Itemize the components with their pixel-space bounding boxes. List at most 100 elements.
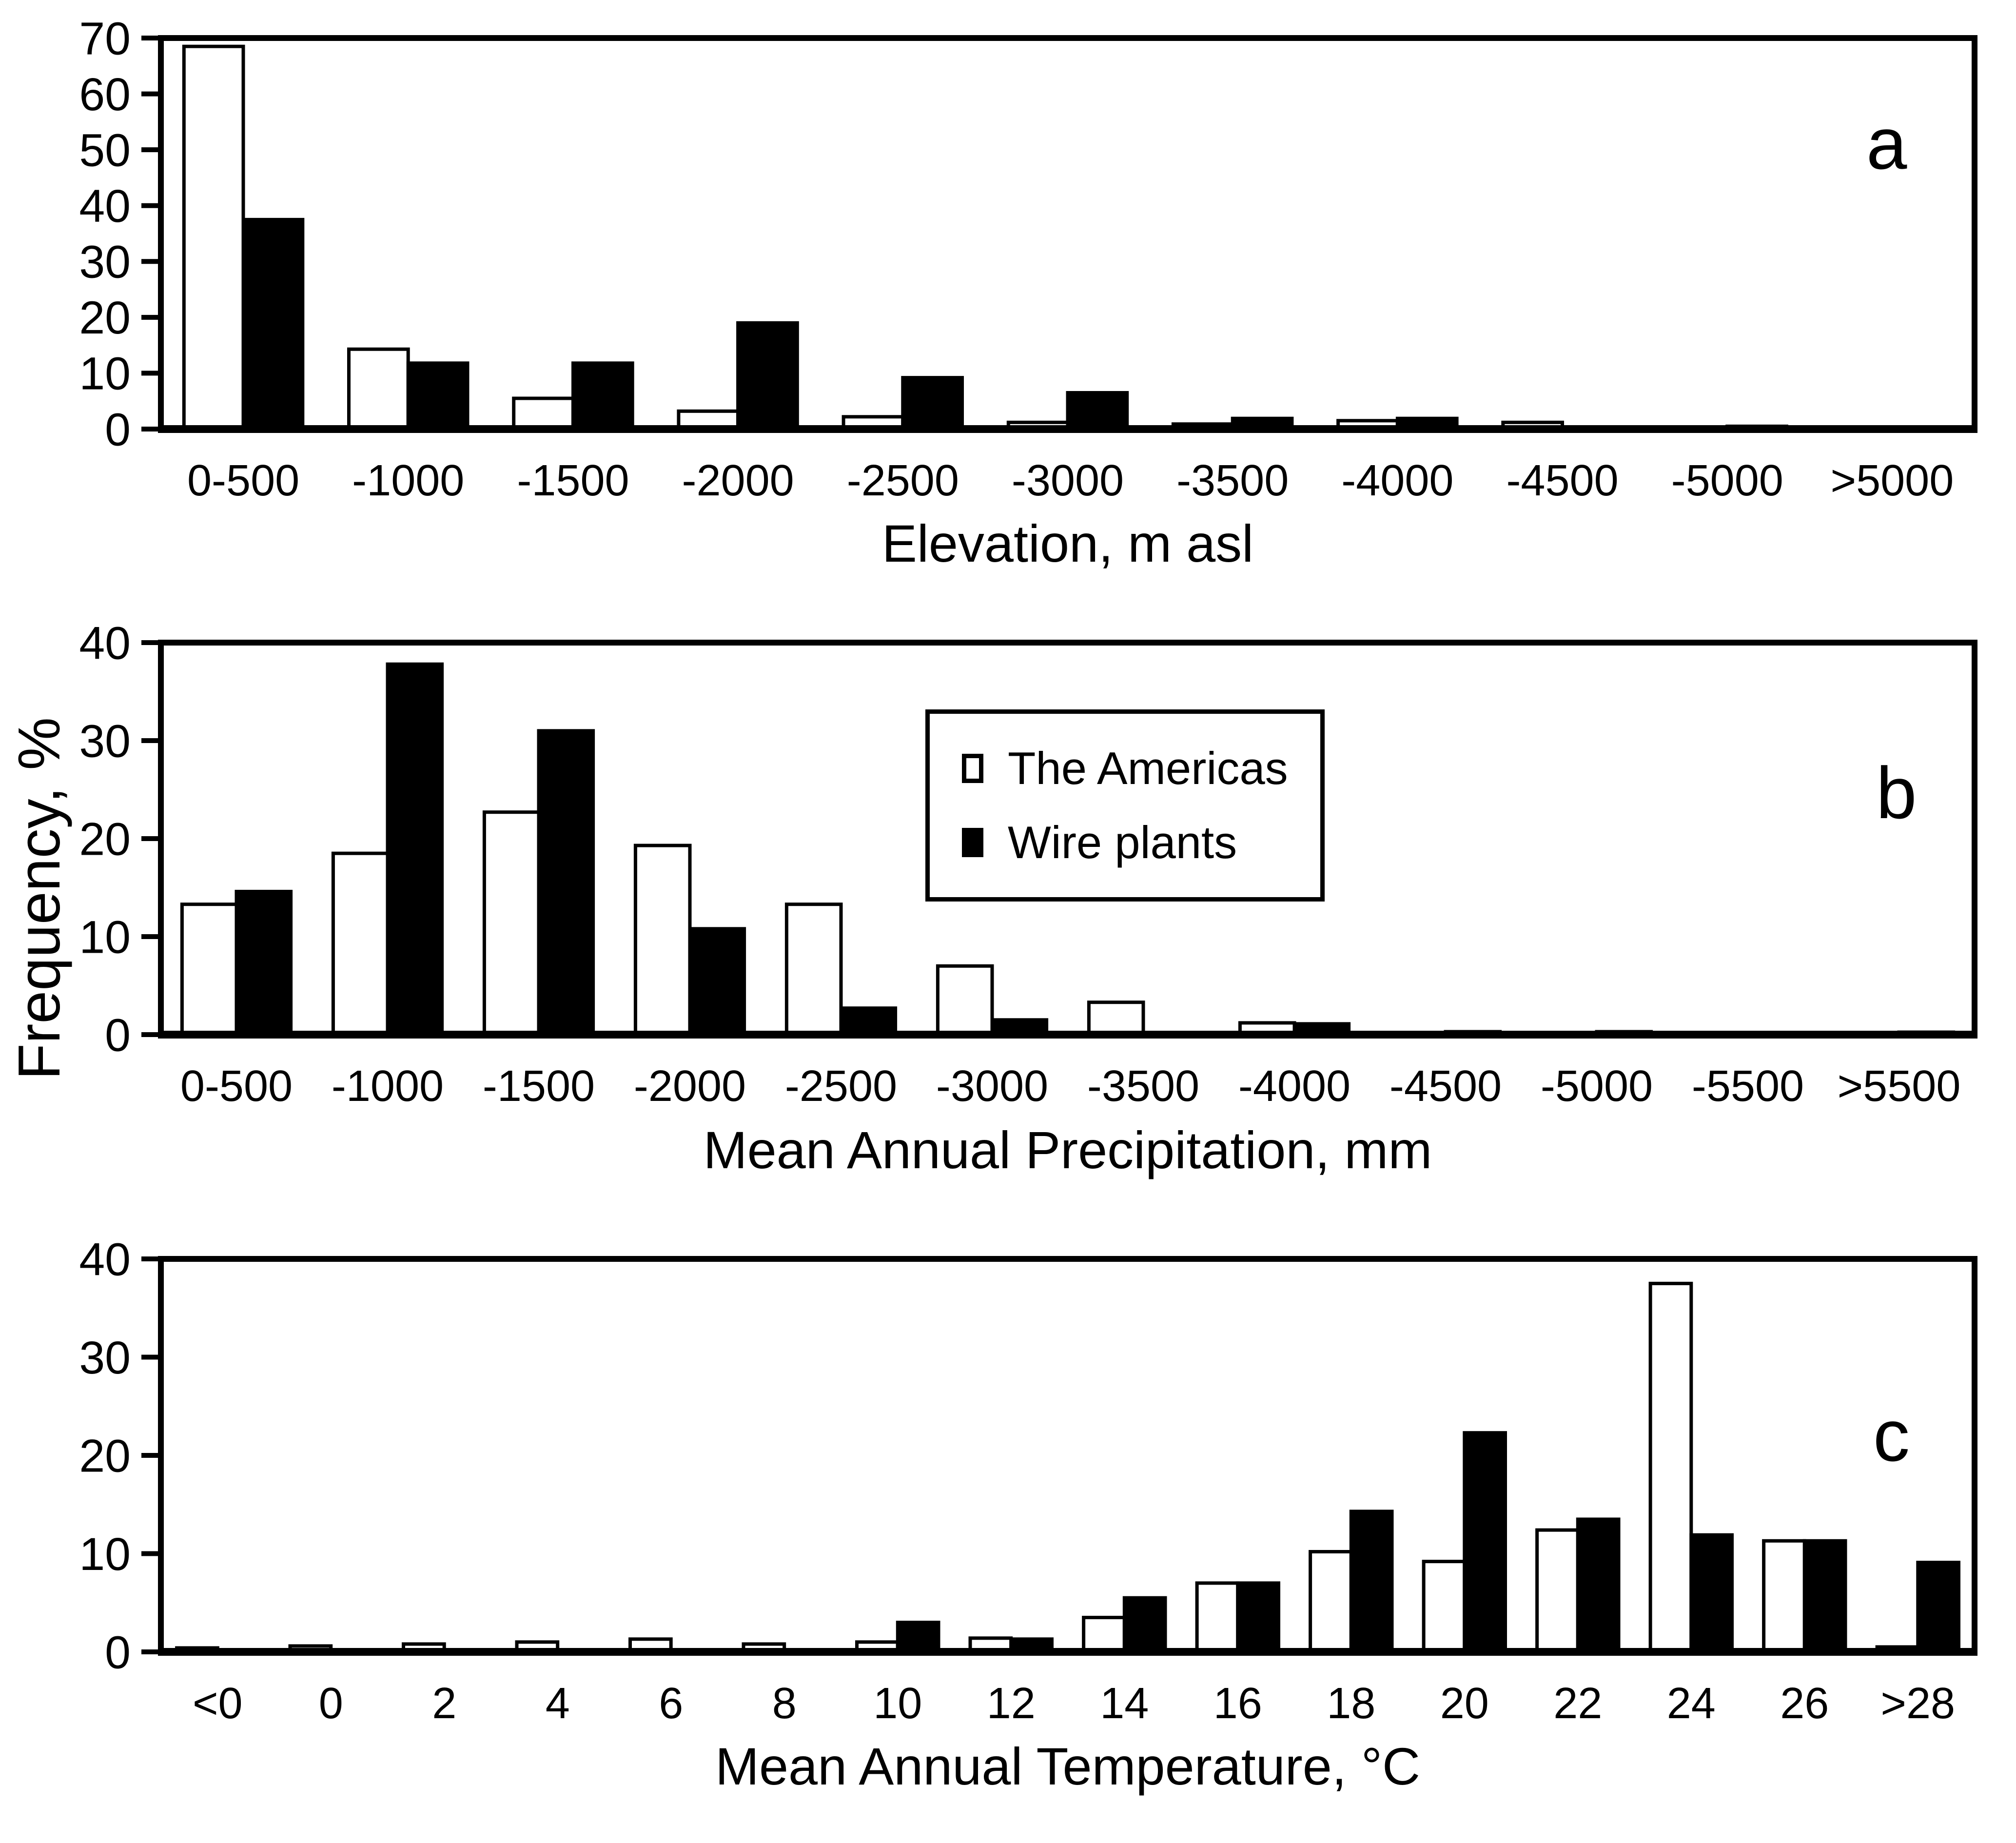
x-category-label: >5500 bbox=[1838, 1062, 1961, 1111]
bars bbox=[175, 1281, 1961, 1654]
bar bbox=[386, 662, 444, 1037]
bar bbox=[482, 810, 541, 1037]
legend-label-wire-plants: Wire plants bbox=[1008, 817, 1237, 868]
bar bbox=[331, 851, 390, 1037]
bar bbox=[1349, 1510, 1394, 1654]
bar bbox=[1195, 1581, 1240, 1654]
x-category-label: 0-500 bbox=[180, 1062, 293, 1111]
bar bbox=[784, 902, 843, 1037]
y-tick-label: 50 bbox=[79, 124, 131, 176]
x-category-label: >5000 bbox=[1831, 456, 1954, 505]
bar bbox=[347, 347, 410, 431]
bars bbox=[182, 44, 1954, 431]
bar bbox=[1066, 391, 1129, 431]
y-tick-label: 70 bbox=[79, 13, 131, 64]
legend-row-americas: The Americas bbox=[962, 742, 1288, 795]
panel-letter-b: b bbox=[1876, 752, 1917, 834]
x-axis-title-precipitation: Mean Annual Precipitation, mm bbox=[703, 1120, 1432, 1179]
x-category-label: 4 bbox=[546, 1679, 570, 1728]
y-tick-label: 40 bbox=[79, 1234, 131, 1285]
y-tick-label: 20 bbox=[79, 813, 131, 865]
bar bbox=[688, 927, 746, 1037]
bar bbox=[1648, 1281, 1693, 1654]
white-square-icon bbox=[962, 754, 983, 783]
x-category-label: -5000 bbox=[1671, 456, 1783, 505]
x-category-label: <0 bbox=[193, 1679, 243, 1728]
x-category-label: -3000 bbox=[936, 1062, 1048, 1111]
x-category-label: 12 bbox=[987, 1679, 1036, 1728]
x-category-label: 0-500 bbox=[187, 456, 299, 505]
x-category-label: -2500 bbox=[785, 1062, 897, 1111]
bars bbox=[180, 662, 1956, 1037]
x-category-label: 24 bbox=[1667, 1679, 1716, 1728]
panel-letter-a: a bbox=[1866, 102, 1907, 184]
y-axis-title: Frequency, % bbox=[6, 717, 72, 1080]
x-category-label: 0 bbox=[319, 1679, 343, 1728]
black-square-icon bbox=[962, 828, 983, 857]
bar bbox=[1422, 1560, 1467, 1654]
bar bbox=[633, 843, 692, 1037]
y-tick-label: 20 bbox=[79, 1430, 131, 1482]
x-category-label: -1000 bbox=[332, 1062, 444, 1111]
bar bbox=[1802, 1539, 1847, 1654]
bar bbox=[571, 361, 634, 431]
bar bbox=[241, 217, 305, 431]
bar bbox=[182, 44, 245, 431]
bar bbox=[1122, 1596, 1167, 1654]
y-tick-label: 40 bbox=[79, 617, 131, 669]
x-category-label: >28 bbox=[1880, 1679, 1955, 1728]
x-category-label: -1000 bbox=[352, 456, 464, 505]
y-tick-label: 10 bbox=[79, 1529, 131, 1580]
y-tick-label: 60 bbox=[79, 69, 131, 120]
x-category-label: -3000 bbox=[1012, 456, 1124, 505]
x-axis: 0-500 -1000 -1500 -2000 -2500 -3000 -3500 -4000… bbox=[180, 1062, 1960, 1111]
bar bbox=[180, 902, 238, 1037]
y-tick-label: 20 bbox=[79, 292, 131, 344]
legend-box: The Americas Wire plants bbox=[925, 709, 1325, 902]
x-category-label: -5000 bbox=[1541, 1062, 1653, 1111]
x-category-label: -4500 bbox=[1390, 1062, 1502, 1111]
bar bbox=[896, 1621, 940, 1654]
x-category-label: 18 bbox=[1327, 1679, 1375, 1728]
x-category-label: 16 bbox=[1214, 1679, 1262, 1728]
bar bbox=[1463, 1431, 1507, 1654]
panel-letter-c: c bbox=[1873, 1394, 1910, 1476]
x-category-label: -1500 bbox=[483, 1062, 595, 1111]
x-category-label: -3500 bbox=[1176, 456, 1289, 505]
x-category-label: -2500 bbox=[847, 456, 959, 505]
y-tick-label: 30 bbox=[79, 1332, 131, 1384]
bar bbox=[839, 1006, 898, 1037]
x-category-label: 8 bbox=[772, 1679, 797, 1728]
bar bbox=[1689, 1533, 1734, 1654]
y-tick-label: 40 bbox=[79, 180, 131, 232]
x-axis-title-elevation: Elevation, m asl bbox=[881, 514, 1254, 573]
x-category-label: 20 bbox=[1440, 1679, 1489, 1728]
bar bbox=[1535, 1528, 1580, 1654]
x-category-label: -4000 bbox=[1341, 456, 1453, 505]
y-tick-label: 30 bbox=[79, 236, 131, 288]
bar bbox=[1309, 1550, 1353, 1654]
y-tick-label: 10 bbox=[79, 911, 131, 963]
legend-label-americas: The Americas bbox=[1008, 743, 1288, 794]
x-category-label: -4500 bbox=[1506, 456, 1618, 505]
y-axis: 0 10 20 30 40 bbox=[79, 1234, 161, 1678]
bar bbox=[936, 964, 994, 1037]
x-category-label: 10 bbox=[873, 1679, 922, 1728]
bar bbox=[901, 376, 964, 431]
x-category-label: 14 bbox=[1100, 1679, 1149, 1728]
y-tick-label: 30 bbox=[79, 715, 131, 767]
x-category-label: -5500 bbox=[1692, 1062, 1804, 1111]
y-tick-label: 0 bbox=[105, 404, 131, 455]
y-tick-label: 0 bbox=[105, 1627, 131, 1678]
x-axis: 0-500 -1000 -1500 -2000 -2500 -3000 -3500 -4000… bbox=[187, 456, 1954, 505]
x-category-label: 26 bbox=[1780, 1679, 1829, 1728]
bar bbox=[736, 321, 799, 431]
bar bbox=[1916, 1561, 1961, 1654]
x-category-label: -1500 bbox=[517, 456, 629, 505]
x-axis: <0 0 2 4 6 8 10 12 14 16 18 20 22 24 26 >28 bbox=[193, 1679, 1955, 1728]
y-tick-label: 10 bbox=[79, 348, 131, 400]
